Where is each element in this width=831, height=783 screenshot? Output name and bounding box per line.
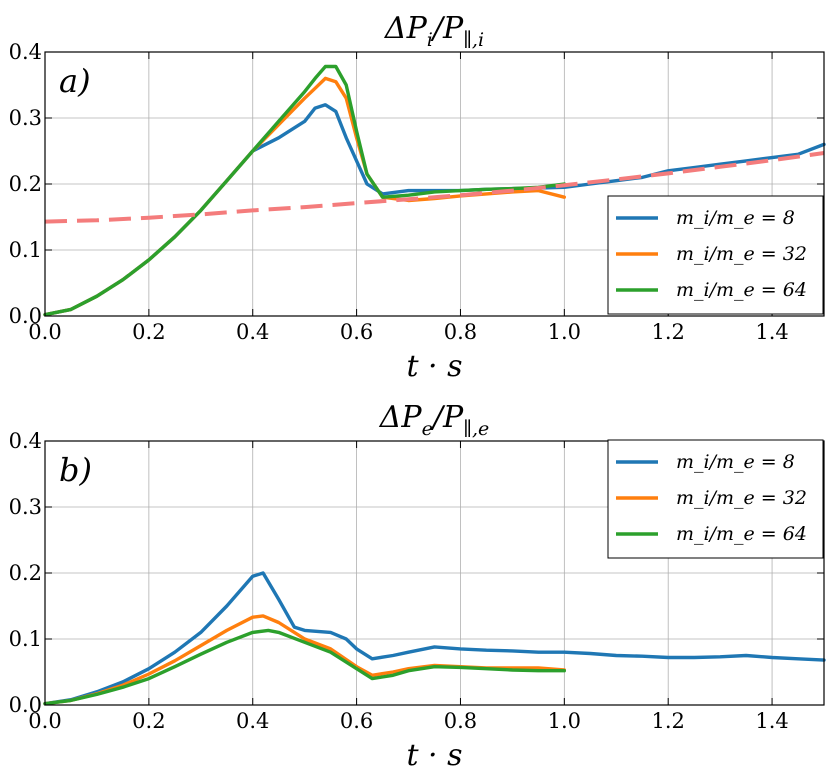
title-text: /P xyxy=(430,11,464,46)
fit-dashed-line xyxy=(44,151,825,224)
title-text: /P xyxy=(430,400,464,435)
legend: m_i/m_e = 8 m_i/m_e = 32 m_i/m_e = 64 xyxy=(607,439,824,559)
y-tick-label: 0.2 xyxy=(9,172,42,196)
x-tick-label: 0.4 xyxy=(236,709,269,733)
x-tick-label: 1.4 xyxy=(755,709,788,733)
legend-label: m_i/m_e = 8 xyxy=(676,451,795,473)
x-tick-label: 0.0 xyxy=(28,709,61,733)
x-tick-label: 0.0 xyxy=(28,320,61,344)
x-tick-label: 0.6 xyxy=(340,320,373,344)
x-tick-label: 0.2 xyxy=(132,709,165,733)
title-text: ΔP xyxy=(379,400,423,435)
x-tick-label: 0.8 xyxy=(444,320,477,344)
x-axis-label: t · s xyxy=(406,349,462,384)
chart-title: ΔPi/P∥,i xyxy=(384,11,484,51)
y-tick-label: 0.0 xyxy=(9,304,42,328)
y-tick-label: 0.0 xyxy=(9,693,42,717)
title-subscript: e xyxy=(422,418,433,440)
x-tick-label: 1.0 xyxy=(548,709,581,733)
title-text: ΔP xyxy=(384,11,428,46)
legend-label: m_i/m_e = 64 xyxy=(676,523,807,545)
panel-a: 0.0 0.2 0.4 0.6 0.8 1.0 1.2 1.4 0.0 0.1 0.2 0.3 0.4 Δ… xyxy=(9,11,826,384)
legend-label: m_i/m_e = 32 xyxy=(676,487,807,509)
x-tick-label: 1.2 xyxy=(651,320,684,344)
series-line-2 xyxy=(43,628,566,706)
legend-label: m_i/m_e = 64 xyxy=(676,279,807,301)
x-tick-label: 1.0 xyxy=(548,320,581,344)
legend-label: m_i/m_e = 32 xyxy=(676,243,807,265)
x-tick-label: 1.4 xyxy=(755,320,788,344)
x-tick-label: 1.2 xyxy=(651,709,684,733)
legend-label: m_i/m_e = 8 xyxy=(676,207,795,229)
y-tick-label: 0.2 xyxy=(9,561,42,585)
y-tick-label: 0.1 xyxy=(9,627,42,651)
y-tick-label: 0.3 xyxy=(9,495,42,519)
panel-label: a) xyxy=(59,62,91,100)
x-tick-label: 0.6 xyxy=(340,709,373,733)
y-tick-label: 0.1 xyxy=(9,238,42,262)
x-tick-label: 0.8 xyxy=(444,709,477,733)
y-tick-label: 0.4 xyxy=(9,429,42,453)
title-subscript: ∥,e xyxy=(463,418,489,440)
panel-b: 0.0 0.2 0.4 0.6 0.8 1.0 1.2 1.4 0.0 0.1 0.2 0.3 0.4 Δ… xyxy=(9,400,826,773)
y-tick-label: 0.3 xyxy=(9,106,42,130)
x-axis-label: t · s xyxy=(406,738,462,773)
x-tick-label: 0.4 xyxy=(236,320,269,344)
series-line-0 xyxy=(43,571,826,706)
title-subscript: ∥,i xyxy=(463,29,484,51)
y-tick-label: 0.4 xyxy=(9,40,42,64)
chart-title: ΔPe/P∥,e xyxy=(379,400,489,440)
title-subscript: i xyxy=(427,29,433,51)
series-line-2 xyxy=(43,64,566,317)
x-tick-label: 0.2 xyxy=(132,320,165,344)
legend: m_i/m_e = 8 m_i/m_e = 32 m_i/m_e = 64 xyxy=(607,195,824,315)
panel-label: b) xyxy=(59,451,92,489)
